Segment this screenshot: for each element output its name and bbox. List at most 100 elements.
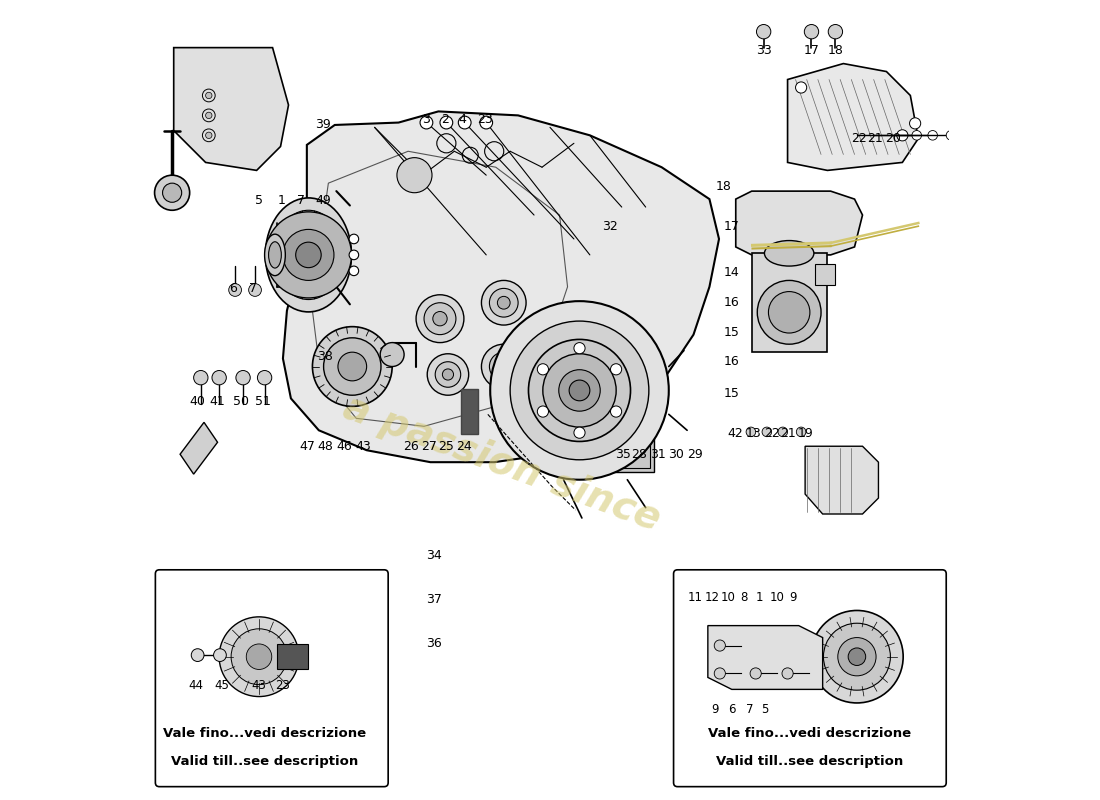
Circle shape xyxy=(194,370,208,385)
Circle shape xyxy=(212,370,227,385)
Text: 17: 17 xyxy=(804,44,820,58)
Text: 38: 38 xyxy=(317,350,333,362)
Text: 41: 41 xyxy=(209,395,224,408)
Circle shape xyxy=(283,230,334,281)
Circle shape xyxy=(750,668,761,679)
Text: 17: 17 xyxy=(724,220,739,233)
Circle shape xyxy=(206,132,212,138)
Text: 20: 20 xyxy=(884,132,901,145)
Circle shape xyxy=(896,130,907,141)
Text: 23: 23 xyxy=(476,113,493,126)
Polygon shape xyxy=(805,446,879,514)
Text: 22: 22 xyxy=(763,427,780,440)
Polygon shape xyxy=(788,63,918,170)
Polygon shape xyxy=(736,191,862,255)
Text: 21: 21 xyxy=(868,132,883,145)
Text: 50: 50 xyxy=(233,395,249,408)
Text: 7: 7 xyxy=(746,703,754,716)
Circle shape xyxy=(848,648,866,666)
Circle shape xyxy=(714,668,725,679)
Circle shape xyxy=(574,342,585,354)
Text: 13: 13 xyxy=(746,427,761,440)
Circle shape xyxy=(480,116,493,129)
Text: 12: 12 xyxy=(704,591,719,604)
Circle shape xyxy=(610,364,621,375)
Text: 26: 26 xyxy=(404,440,419,453)
Text: 1: 1 xyxy=(277,194,285,207)
Ellipse shape xyxy=(265,198,352,312)
Polygon shape xyxy=(283,111,719,462)
Circle shape xyxy=(542,354,616,427)
Circle shape xyxy=(537,406,549,417)
Circle shape xyxy=(757,25,771,39)
Text: 37: 37 xyxy=(427,593,442,606)
Text: 18: 18 xyxy=(827,44,844,58)
Circle shape xyxy=(312,326,392,406)
Circle shape xyxy=(490,288,518,317)
Circle shape xyxy=(762,427,771,437)
Text: 16: 16 xyxy=(724,296,739,310)
Circle shape xyxy=(191,649,204,662)
Text: Vale fino...vedi descrizione: Vale fino...vedi descrizione xyxy=(163,726,366,740)
Circle shape xyxy=(828,25,843,39)
Text: 18: 18 xyxy=(716,180,732,193)
Text: 10: 10 xyxy=(770,591,784,604)
Text: 43: 43 xyxy=(252,679,266,692)
Circle shape xyxy=(746,427,756,437)
Text: 42: 42 xyxy=(727,427,742,440)
Text: 44: 44 xyxy=(188,679,204,692)
Circle shape xyxy=(257,370,272,385)
Text: 23: 23 xyxy=(275,679,290,692)
Circle shape xyxy=(824,623,890,690)
Text: 35: 35 xyxy=(615,448,631,461)
Text: 21: 21 xyxy=(780,427,795,440)
Circle shape xyxy=(442,369,453,380)
Circle shape xyxy=(249,284,262,296)
Text: 2: 2 xyxy=(441,113,449,126)
Text: 34: 34 xyxy=(427,549,442,562)
Circle shape xyxy=(163,183,182,202)
Circle shape xyxy=(416,294,464,342)
Circle shape xyxy=(946,130,956,140)
Ellipse shape xyxy=(274,210,343,299)
Text: 24: 24 xyxy=(456,440,472,453)
Text: 30: 30 xyxy=(668,448,684,461)
Polygon shape xyxy=(174,48,288,170)
Ellipse shape xyxy=(764,241,814,266)
Circle shape xyxy=(235,370,250,385)
Text: 16: 16 xyxy=(724,355,739,368)
Ellipse shape xyxy=(265,234,285,276)
Text: 4: 4 xyxy=(459,113,466,126)
Circle shape xyxy=(569,380,590,401)
Text: 32: 32 xyxy=(602,220,618,233)
Circle shape xyxy=(482,344,526,389)
Circle shape xyxy=(219,617,299,697)
Circle shape xyxy=(349,266,359,276)
Circle shape xyxy=(796,427,806,437)
Circle shape xyxy=(910,118,921,129)
FancyBboxPatch shape xyxy=(815,265,835,286)
Circle shape xyxy=(397,158,432,193)
Text: 22: 22 xyxy=(851,132,867,145)
Circle shape xyxy=(490,352,518,381)
Circle shape xyxy=(436,362,461,387)
Text: 48: 48 xyxy=(317,440,333,453)
Circle shape xyxy=(432,311,448,326)
Circle shape xyxy=(231,629,287,685)
Text: 6: 6 xyxy=(229,282,236,295)
Circle shape xyxy=(811,610,903,703)
FancyBboxPatch shape xyxy=(590,406,654,472)
Text: 9: 9 xyxy=(712,703,718,716)
Text: 8: 8 xyxy=(740,591,747,604)
Text: 5: 5 xyxy=(255,194,263,207)
Text: 43: 43 xyxy=(355,440,372,453)
Circle shape xyxy=(349,234,359,244)
Text: 15: 15 xyxy=(724,326,739,338)
Text: 40: 40 xyxy=(189,395,206,408)
Circle shape xyxy=(482,281,526,325)
Text: 7: 7 xyxy=(250,282,257,295)
Text: 31: 31 xyxy=(650,448,666,461)
Text: 19: 19 xyxy=(798,427,813,440)
Circle shape xyxy=(795,82,806,93)
FancyBboxPatch shape xyxy=(155,570,388,786)
